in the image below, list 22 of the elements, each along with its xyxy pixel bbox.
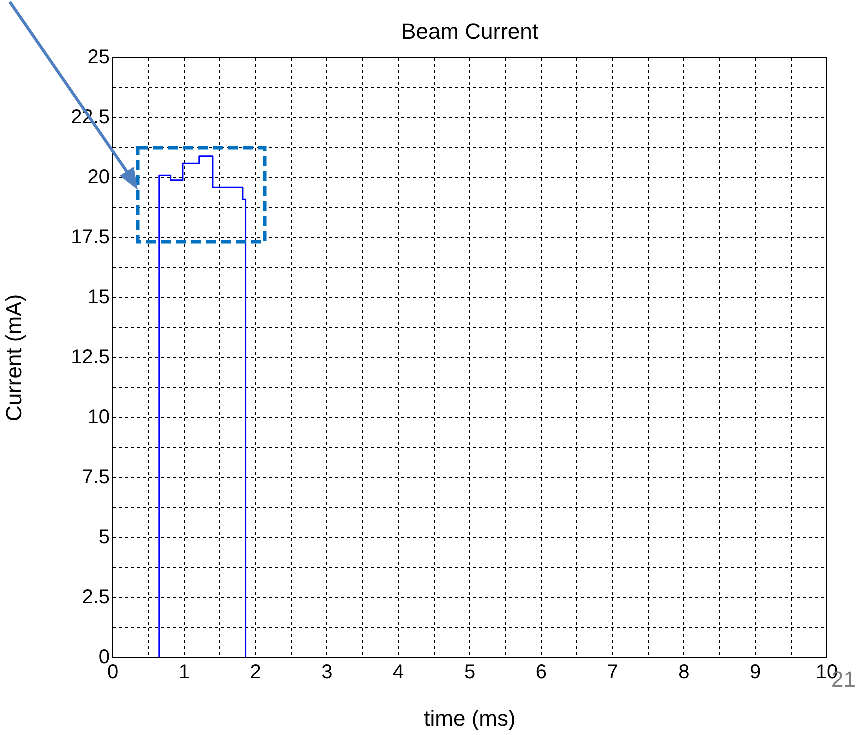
x-tick-label: 3 [322,662,333,684]
x-tick-label: 6 [536,662,547,684]
y-tick-label: 0 [98,646,110,669]
y-tick-label: 20 [88,166,110,189]
chart-title: Beam Current [402,19,538,44]
x-tick-label: 7 [607,662,618,684]
y-tick-label: 5 [98,526,110,549]
x-tick-label: 9 [750,662,762,684]
x-tick-label: 1 [178,662,190,684]
y-tick-label: 15 [88,286,110,309]
x-axis-title: time (ms) [424,706,516,731]
x-tick-label: 5 [464,662,476,684]
y-tick-label: 12.5 [71,346,110,369]
y-tick-label: 7.5 [82,466,110,489]
x-tick-label: 8 [678,662,690,684]
y-tick-label: 25 [88,46,110,69]
y-tick-label: 10 [88,406,110,429]
y-tick-label: 2.5 [82,586,110,609]
y-axis-title: Current (mA) [1,294,26,422]
y-tick-label: 17.5 [71,226,110,249]
x-tick-label: 4 [393,662,404,684]
x-tick-label: 2 [250,662,262,684]
